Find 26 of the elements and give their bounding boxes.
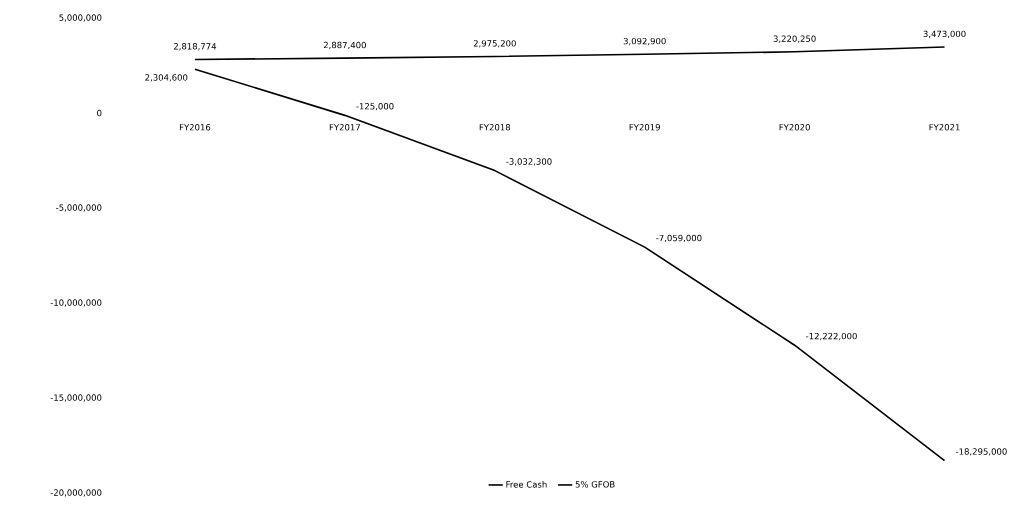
data-label: 2,304,600 — [145, 74, 188, 82]
data-label: -12,222,000 — [806, 332, 857, 341]
x-tick-label: FY2016 — [179, 124, 211, 131]
data-label: 2,887,400 — [323, 41, 366, 50]
y-tick-label: -5,000,000 — [56, 204, 102, 212]
y-tick-label: -15,000,000 — [50, 394, 102, 402]
x-tick-label: FY2019 — [629, 124, 660, 131]
data-label: -125,000 — [356, 103, 394, 111]
y-tick-label: -20,000,000 — [50, 489, 102, 497]
data-label: -7,059,000 — [656, 234, 702, 243]
legend-label: Free Cash — [506, 481, 547, 488]
data-label: 3,473,000 — [923, 30, 966, 38]
x-tick-label: FY2021 — [929, 124, 960, 131]
x-tick-label: FY2018 — [479, 124, 511, 131]
y-tick-label: -10,000,000 — [50, 299, 102, 307]
data-label: 2,818,774 — [173, 43, 217, 51]
x-tick-label: FY2020 — [779, 124, 810, 131]
x-tick-label: FY2017 — [329, 124, 360, 131]
data-label: 3,220,250 — [773, 35, 816, 43]
data-label: 2,975,200 — [473, 40, 516, 48]
legend-label: 5% GFOB — [575, 481, 615, 488]
y-tick-label: 0 — [97, 109, 102, 117]
data-label: -18,295,000 — [956, 448, 1007, 456]
data-label: -3,032,300 — [506, 158, 552, 166]
y-tick-label: 5,000,000 — [59, 14, 102, 22]
data-label: 3,092,900 — [623, 37, 666, 46]
